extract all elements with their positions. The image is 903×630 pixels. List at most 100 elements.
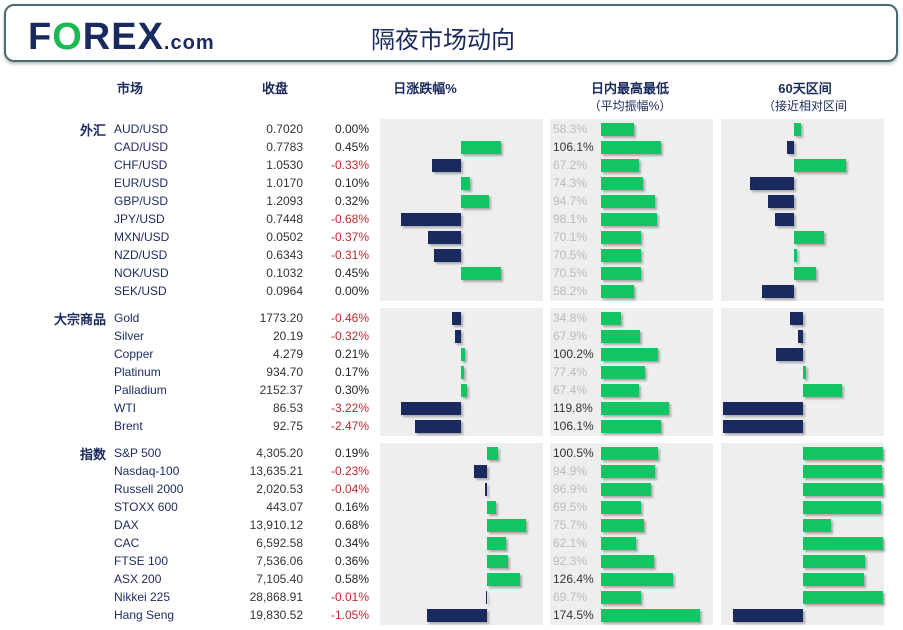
market-name: Russell 2000 xyxy=(114,482,184,496)
range-bar xyxy=(601,366,646,379)
section-label: 外汇 xyxy=(79,123,106,138)
range-value: 100.2% xyxy=(553,347,594,361)
change-bar xyxy=(487,537,507,550)
change-bar xyxy=(461,177,470,190)
change-value: 0.17% xyxy=(334,365,369,379)
close-value: 2152.37 xyxy=(259,383,303,397)
market-name: STOXX 600 xyxy=(114,500,178,514)
market-name: Platinum xyxy=(114,365,161,379)
range-value: 174.5% xyxy=(553,608,594,622)
range-bar xyxy=(601,384,640,397)
market-name: FTSE 100 xyxy=(114,554,169,568)
range-bar xyxy=(601,402,670,415)
market-name: EUR/USD xyxy=(114,176,169,190)
change-value: 0.00% xyxy=(334,122,369,136)
change-bar xyxy=(452,312,461,325)
chart-panel xyxy=(380,443,543,625)
market-name: Brent xyxy=(114,419,143,433)
change-value: -0.33% xyxy=(330,158,369,172)
close-value: 28,868.91 xyxy=(249,590,303,604)
sixty-day-bar xyxy=(803,555,865,568)
change-value: -0.32% xyxy=(330,329,369,343)
close-value: 4.279 xyxy=(272,347,303,361)
sixty-day-bar xyxy=(803,519,831,532)
col-market: 市场 xyxy=(116,81,143,96)
range-value: 70.5% xyxy=(553,248,588,262)
change-value: -0.23% xyxy=(330,464,369,478)
range-value: 70.5% xyxy=(553,266,588,280)
range-bar xyxy=(601,609,701,622)
change-bar xyxy=(461,195,490,208)
range-value: 34.8% xyxy=(553,311,588,325)
sixty-day-bar xyxy=(723,420,803,433)
close-value: 7,105.40 xyxy=(256,572,303,586)
change-value: 0.21% xyxy=(334,347,369,361)
range-bar xyxy=(601,465,656,478)
range-value: 67.2% xyxy=(553,158,588,172)
close-value: 7,536.06 xyxy=(256,554,303,568)
range-bar xyxy=(601,348,659,361)
sixty-day-bar xyxy=(790,312,803,325)
col-range-sub: （平均振幅%） xyxy=(588,99,672,113)
range-value: 70.1% xyxy=(553,230,588,244)
change-bar xyxy=(401,402,461,415)
range-value: 77.4% xyxy=(553,365,588,379)
sixty-day-bar xyxy=(794,267,817,280)
change-value: -0.68% xyxy=(330,212,369,226)
range-value: 100.5% xyxy=(553,446,594,460)
close-value: 86.53 xyxy=(272,401,303,415)
sixty-day-bar xyxy=(762,285,794,298)
section-label: 大宗商品 xyxy=(53,312,106,327)
change-value: 0.10% xyxy=(334,176,369,190)
sixty-day-bar xyxy=(803,537,883,550)
sixty-day-bar xyxy=(775,348,803,361)
sixty-day-bar xyxy=(803,483,883,496)
market-name: MXN/USD xyxy=(114,230,170,244)
market-name: CAC xyxy=(114,536,140,550)
range-value: 94.9% xyxy=(553,464,588,478)
close-value: 0.0964 xyxy=(266,284,303,298)
change-bar xyxy=(431,159,461,172)
close-value: 0.7020 xyxy=(266,122,303,136)
range-bar xyxy=(601,213,657,226)
forex-logo: FOREX.com xyxy=(28,16,215,58)
close-value: 2,020.53 xyxy=(256,482,303,496)
market-name: Nikkei 225 xyxy=(114,590,171,604)
change-bar xyxy=(461,366,465,379)
change-bar xyxy=(461,348,465,361)
market-name: SEK/USD xyxy=(114,284,167,298)
change-value: 0.32% xyxy=(334,194,369,208)
change-value: 0.34% xyxy=(334,536,369,550)
sixty-day-bar xyxy=(803,384,843,397)
market-name: CAD/USD xyxy=(114,140,169,154)
range-value: 69.7% xyxy=(553,590,588,604)
change-value: 0.45% xyxy=(334,140,369,154)
range-bar xyxy=(601,141,662,154)
change-value: -2.47% xyxy=(330,419,369,433)
change-value: -0.46% xyxy=(330,311,369,325)
change-value: -0.31% xyxy=(330,248,369,262)
sixty-day-bar xyxy=(794,249,798,262)
change-value: 0.16% xyxy=(334,500,369,514)
close-value: 13,910.12 xyxy=(249,518,303,532)
header-box: FOREX.com 隔夜市场动向 xyxy=(4,4,898,62)
close-value: 0.7783 xyxy=(266,140,303,154)
range-bar xyxy=(601,285,635,298)
market-name: Palladium xyxy=(114,383,167,397)
range-bar xyxy=(601,483,651,496)
change-bar xyxy=(486,591,487,604)
change-value: 0.58% xyxy=(334,572,369,586)
close-value: 20.19 xyxy=(272,329,303,343)
range-bar xyxy=(601,573,674,586)
range-bar xyxy=(601,537,637,550)
market-name: ASX 200 xyxy=(114,572,162,586)
range-bar xyxy=(601,123,635,136)
col-sixty-sub: （接近相对区间 xyxy=(762,99,847,113)
range-bar xyxy=(601,555,654,568)
sixty-day-bar xyxy=(803,465,883,478)
range-bar xyxy=(601,159,640,172)
range-bar xyxy=(601,330,640,343)
sixty-day-bar xyxy=(803,573,864,586)
close-value: 6,592.58 xyxy=(256,536,303,550)
sixty-day-bar xyxy=(733,609,803,622)
